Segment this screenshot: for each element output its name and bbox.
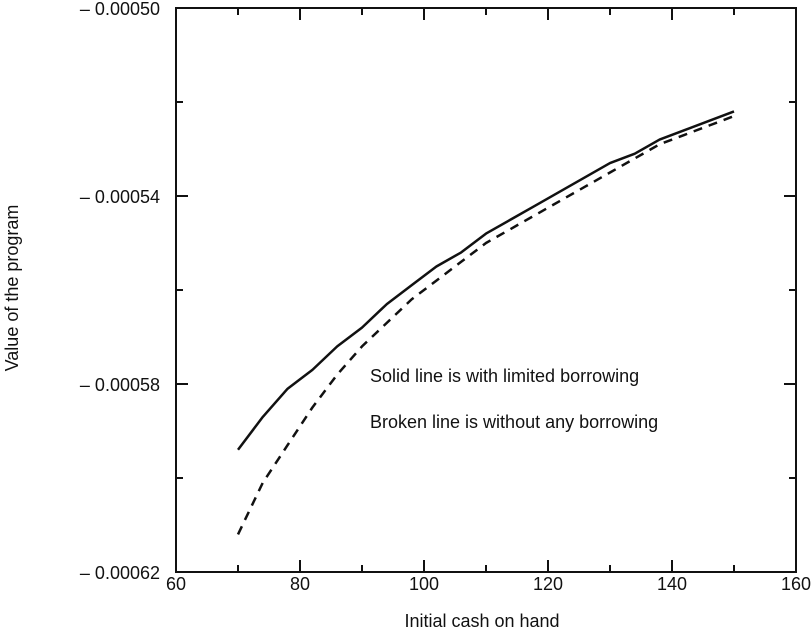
- x-tick-label: 140: [657, 574, 687, 594]
- annotation-solid: Solid line is with limited borrowing: [370, 366, 639, 386]
- x-axis-label: Initial cash on hand: [404, 611, 559, 631]
- y-tick-label: – 0.00058: [80, 375, 160, 395]
- series-lines: [236, 110, 735, 535]
- y-tick-label: – 0.00054: [80, 187, 160, 207]
- y-tick-label: – 0.00062: [80, 563, 160, 583]
- plot-frame: [175, 7, 797, 573]
- x-tick-label: 160: [781, 574, 811, 594]
- annotation-broken: Broken line is without any borrowing: [370, 412, 658, 432]
- x-tick-label: 100: [409, 574, 439, 594]
- y-tick-label: – 0.00050: [80, 0, 160, 19]
- y-tick-labels: – 0.00062 – 0.00058 – 0.00054 – 0.00050: [80, 0, 160, 583]
- major-ticks: [175, 7, 797, 573]
- x-tick-labels: 60 80 100 120 140 160: [166, 574, 811, 594]
- solid-line-series: [237, 110, 735, 451]
- minor-ticks: [176, 8, 796, 572]
- y-axis-label: Value of the program: [2, 205, 22, 372]
- broken-line-series: [236, 114, 735, 535]
- x-tick-label: 80: [290, 574, 310, 594]
- plot-area: [175, 7, 797, 573]
- x-tick-label: 60: [166, 574, 186, 594]
- x-tick-label: 120: [533, 574, 563, 594]
